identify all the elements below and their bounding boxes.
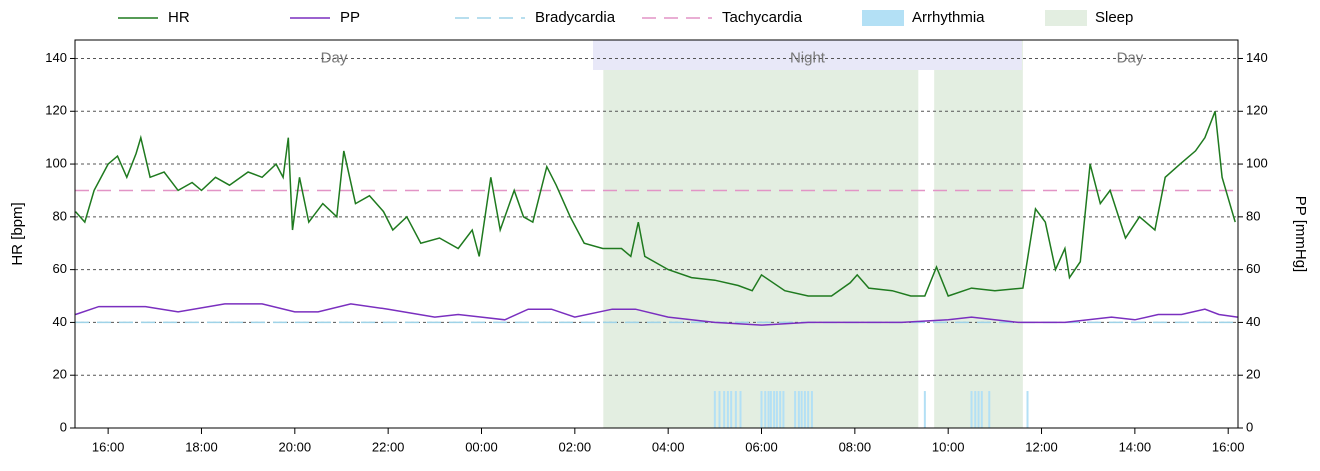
x-tick-label: 06:00 bbox=[745, 439, 778, 454]
y-tick-label: 20 bbox=[53, 367, 67, 382]
y2-tick-label: 60 bbox=[1246, 261, 1260, 276]
y-tick-label: 120 bbox=[45, 103, 67, 118]
arrhythmia-event bbox=[977, 391, 980, 428]
series-line bbox=[75, 303, 1238, 326]
x-tick-label: 04:00 bbox=[652, 439, 685, 454]
arrhythmia-event bbox=[713, 391, 716, 428]
legend-swatch bbox=[862, 10, 904, 26]
legend-label: Arrhythmia bbox=[912, 9, 985, 26]
x-tick-label: 14:00 bbox=[1119, 439, 1152, 454]
arrhythmia-event bbox=[734, 391, 737, 428]
legend-label: Tachycardia bbox=[722, 9, 803, 26]
legend-label: PP bbox=[340, 9, 360, 26]
arrhythmia-event bbox=[797, 391, 800, 428]
legend-label: Bradycardia bbox=[535, 9, 616, 26]
y2-tick-label: 100 bbox=[1246, 155, 1268, 170]
y2-tick-label: 80 bbox=[1246, 208, 1260, 223]
x-tick-label: 16:00 bbox=[92, 439, 125, 454]
arrhythmia-event bbox=[760, 391, 763, 428]
series-line bbox=[74, 111, 1236, 297]
period-label: Night bbox=[790, 49, 826, 66]
x-tick-label: 16:00 bbox=[1212, 439, 1245, 454]
x-tick-label: 02:00 bbox=[559, 439, 592, 454]
arrhythmia-event bbox=[773, 391, 776, 428]
legend-swatch bbox=[1045, 10, 1087, 26]
y2-tick-label: 20 bbox=[1246, 367, 1260, 382]
plot-frame bbox=[74, 39, 1239, 429]
x-tick-label: 10:00 bbox=[932, 439, 965, 454]
y2-tick-label: 120 bbox=[1246, 103, 1268, 118]
arrhythmia-event bbox=[782, 391, 785, 428]
x-tick-label: 18:00 bbox=[185, 439, 218, 454]
arrhythmia-event bbox=[723, 391, 726, 428]
arrhythmia-event bbox=[980, 391, 983, 428]
sleep-area bbox=[934, 40, 1023, 428]
y-tick-label: 0 bbox=[60, 419, 67, 434]
legend-label: Sleep bbox=[1095, 9, 1133, 26]
y-axis-title: HR [bpm] bbox=[9, 202, 26, 265]
arrhythmia-event bbox=[794, 391, 797, 428]
arrhythmia-event bbox=[974, 391, 977, 428]
period-label: Day bbox=[321, 49, 348, 66]
night-band bbox=[593, 40, 1022, 70]
y2-axis-title: PP [mmHg] bbox=[1292, 196, 1309, 272]
arrhythmia-event bbox=[800, 391, 803, 428]
arrhythmia-event bbox=[726, 391, 729, 428]
arrhythmia-event bbox=[807, 391, 810, 428]
arrhythmia-event bbox=[718, 391, 721, 428]
y-tick-label: 80 bbox=[53, 208, 67, 223]
arrhythmia-event bbox=[730, 391, 733, 428]
arrhythmia-event bbox=[775, 391, 778, 428]
arrhythmia-event bbox=[970, 391, 973, 428]
sleep-area bbox=[603, 40, 919, 428]
arrhythmia-event bbox=[769, 391, 772, 428]
arrhythmia-event bbox=[779, 391, 782, 428]
arrhythmia-event bbox=[923, 391, 926, 428]
y-tick-label: 40 bbox=[53, 314, 67, 329]
y-tick-label: 100 bbox=[45, 155, 67, 170]
y2-tick-label: 0 bbox=[1246, 419, 1253, 434]
arrhythmia-event bbox=[739, 391, 742, 428]
arrhythmia-event bbox=[803, 391, 806, 428]
arrhythmia-event bbox=[767, 391, 770, 428]
arrhythmia-event bbox=[1026, 391, 1029, 428]
x-tick-label: 20:00 bbox=[279, 439, 312, 454]
x-tick-label: 12:00 bbox=[1025, 439, 1058, 454]
x-tick-label: 08:00 bbox=[839, 439, 872, 454]
arrhythmia-event bbox=[810, 391, 813, 428]
arrhythmia-event bbox=[764, 391, 767, 428]
y2-tick-label: 40 bbox=[1246, 314, 1260, 329]
y2-tick-label: 140 bbox=[1246, 50, 1268, 65]
y-tick-label: 60 bbox=[53, 261, 67, 276]
x-tick-label: 00:00 bbox=[465, 439, 498, 454]
legend-label: HR bbox=[168, 9, 190, 26]
y-tick-label: 140 bbox=[45, 50, 67, 65]
x-tick-label: 22:00 bbox=[372, 439, 405, 454]
period-label: Day bbox=[1117, 49, 1144, 66]
arrhythmia-event bbox=[988, 391, 991, 428]
